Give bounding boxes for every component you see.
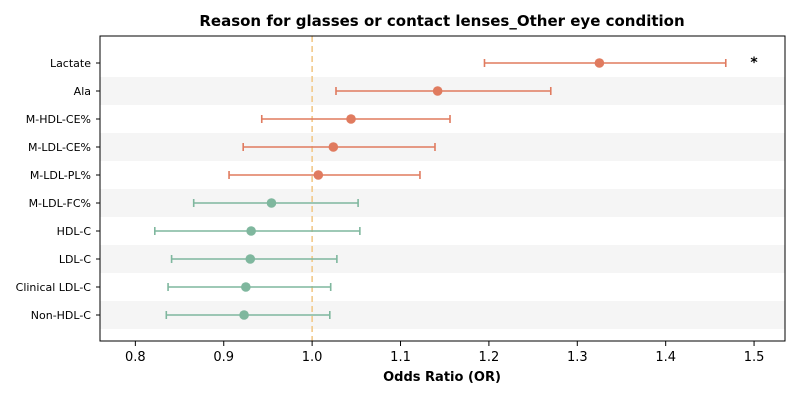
y-tick-label: LDL-C [59,253,92,266]
or-point [245,254,256,264]
y-tick-label: M-HDL-CE% [26,113,91,126]
or-point [328,142,339,152]
row-band [100,133,785,161]
y-tick-label: Non-HDL-C [31,309,92,322]
or-point [266,198,277,208]
x-tick-label: 0.8 [125,350,146,365]
y-tick-label: Clinical LDL-C [16,281,92,294]
chart-title: Reason for glasses or contact lenses_Oth… [199,12,684,30]
x-axis: 0.8 0.9 1.0 1.1 1.2 1.3 1.4 1.5 [125,341,764,365]
y-tick-label: M-LDL-CE% [28,141,91,154]
x-tick-label: 1.5 [744,350,765,365]
or-point [241,282,251,292]
significance-marker: * [750,55,758,71]
x-tick-label: 1.1 [390,350,411,365]
y-tick-label: Ala [74,85,91,98]
or-point [432,86,443,96]
or-point [246,226,256,236]
y-tick-label: M-LDL-FC% [29,197,91,210]
y-tick-label: M-LDL-PL% [30,169,91,182]
x-tick-label: 1.2 [479,350,500,365]
or-point [594,58,605,68]
y-tick-label: Lactate [50,57,91,70]
y-axis-labels: Lactate Ala M-HDL-CE% M-LDL-CE% M-LDL-PL% M-L… [16,57,100,322]
y-tick-label: HDL-C [57,225,92,238]
or-point [239,310,249,320]
data-marks: * [154,55,758,320]
x-tick-label: 1.3 [567,350,588,365]
x-tick-label: 1.4 [655,350,676,365]
plot-frame [99,35,786,342]
or-point [313,170,324,180]
x-tick-label: 1.0 [302,350,323,365]
x-tick-label: 0.9 [213,350,234,365]
or-point [346,114,356,124]
x-axis-label: Odds Ratio (OR) [383,370,501,385]
